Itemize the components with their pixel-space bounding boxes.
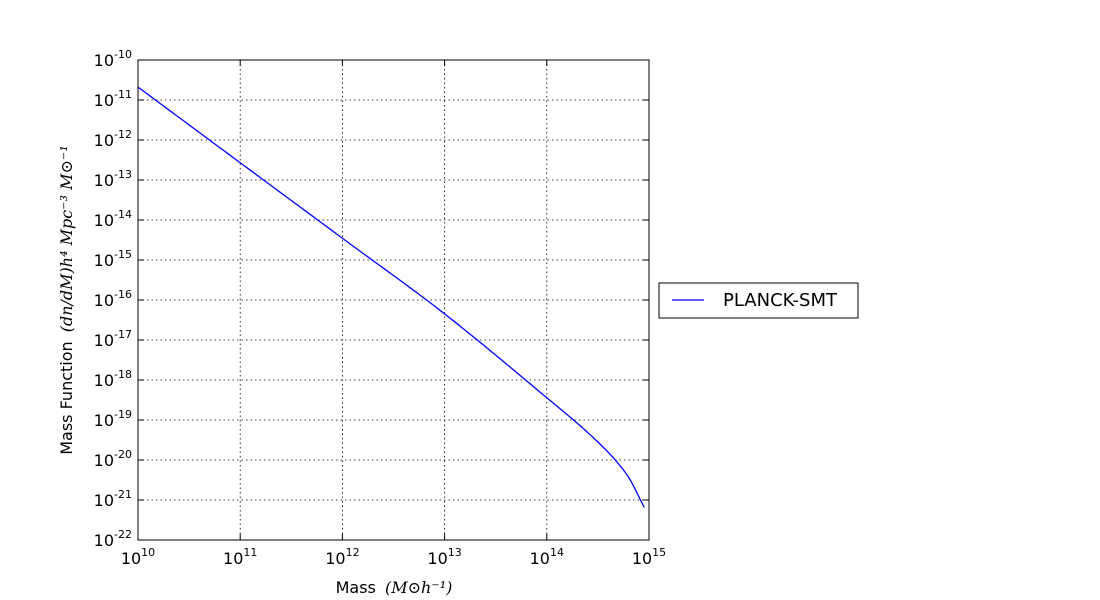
y-tick-exponent: -16 bbox=[114, 288, 132, 301]
y-tick-base: 10 bbox=[94, 371, 114, 390]
y-tick-exponent: -15 bbox=[114, 248, 132, 261]
y-tick-label: 10-16 bbox=[94, 288, 132, 310]
y-tick-label: 10-11 bbox=[94, 88, 132, 110]
x-tick-exponent: 12 bbox=[346, 546, 360, 559]
y-tick-label: 10-15 bbox=[94, 248, 132, 270]
x-tick-exponent: 13 bbox=[448, 546, 462, 559]
x-tick-base: 10 bbox=[121, 549, 141, 568]
plot-frame bbox=[137, 59, 650, 541]
y-tick-base: 10 bbox=[94, 531, 114, 550]
y-tick-exponent: -12 bbox=[114, 128, 132, 141]
x-axis-label: Mass (M⊙h⁻¹) bbox=[336, 578, 453, 597]
y-tick-base: 10 bbox=[94, 411, 114, 430]
y-axis-label: Mass Function (dn/dM)h⁴ Mpc⁻³ M⊙⁻¹ bbox=[57, 145, 76, 455]
y-tick-base: 10 bbox=[94, 91, 114, 110]
x-tick-exponent: 11 bbox=[243, 546, 257, 559]
x-axis-label-text: Mass bbox=[336, 578, 376, 597]
y-tick-base: 10 bbox=[94, 171, 114, 190]
y-axis-label-math: (dn/dM)h⁴ Mpc⁻³ M⊙⁻¹ bbox=[57, 145, 76, 332]
y-tick-exponent: -20 bbox=[114, 448, 132, 461]
x-tick-base: 10 bbox=[427, 549, 447, 568]
y-tick-base: 10 bbox=[94, 211, 114, 230]
series-line-0 bbox=[137, 86, 645, 508]
x-tick-base: 10 bbox=[632, 549, 652, 568]
x-tick-exponent: 10 bbox=[141, 546, 155, 559]
grid bbox=[138, 60, 649, 540]
y-tick-label: 10-12 bbox=[94, 128, 132, 150]
y-tick-base: 10 bbox=[94, 451, 114, 470]
y-tick-exponent: -22 bbox=[114, 528, 132, 541]
y-tick-base: 10 bbox=[94, 491, 114, 510]
x-tick-label: 1015 bbox=[632, 546, 666, 568]
y-tick-label: 10-10 bbox=[94, 48, 132, 70]
x-axis-label-math: (M⊙h⁻¹) bbox=[385, 578, 452, 597]
x-tick-label: 1012 bbox=[325, 546, 359, 568]
y-tick-exponent: -17 bbox=[114, 328, 132, 341]
x-tick-label: 1010 bbox=[121, 546, 155, 568]
y-tick-exponent: -10 bbox=[114, 48, 132, 61]
series-layer bbox=[137, 86, 645, 508]
y-tick-base: 10 bbox=[94, 251, 114, 270]
y-tick-exponent: -21 bbox=[114, 488, 132, 501]
y-tick-label: 10-20 bbox=[94, 448, 132, 470]
y-tick-label: 10-18 bbox=[94, 368, 132, 390]
y-tick-label: 10-19 bbox=[94, 408, 132, 430]
y-tick-exponent: -11 bbox=[114, 88, 132, 101]
x-tick-exponent: 14 bbox=[550, 546, 564, 559]
y-tick-label: 10-22 bbox=[94, 528, 132, 550]
x-tick-base: 10 bbox=[530, 549, 550, 568]
y-tick-base: 10 bbox=[94, 291, 114, 310]
y-tick-exponent: -18 bbox=[114, 368, 132, 381]
legend: PLANCK-SMT bbox=[658, 282, 859, 319]
x-tick-label: 1013 bbox=[427, 546, 461, 568]
y-tick-base: 10 bbox=[94, 331, 114, 350]
x-tick-base: 10 bbox=[325, 549, 345, 568]
y-tick-exponent: -19 bbox=[114, 408, 132, 421]
y-tick-label: 10-17 bbox=[94, 328, 132, 350]
y-tick-label: 10-13 bbox=[94, 168, 132, 190]
y-tick-exponent: -13 bbox=[114, 168, 132, 181]
y-tick-label: 10-14 bbox=[94, 208, 132, 230]
tick-labels: 1010 1011 1012 1013 1014 101510-1010-1110-121… bbox=[94, 48, 667, 568]
y-tick-label: 10-21 bbox=[94, 488, 132, 510]
x-tick-label: 1014 bbox=[530, 546, 564, 568]
x-tick-exponent: 15 bbox=[652, 546, 666, 559]
x-tick-base: 10 bbox=[223, 549, 243, 568]
legend-label: PLANCK-SMT bbox=[723, 290, 838, 311]
y-tick-exponent: -14 bbox=[114, 208, 132, 221]
y-axis-label-text: Mass Function bbox=[57, 341, 76, 454]
x-tick-label: 1011 bbox=[223, 546, 257, 568]
y-tick-base: 10 bbox=[94, 131, 114, 150]
y-tick-base: 10 bbox=[94, 51, 114, 70]
